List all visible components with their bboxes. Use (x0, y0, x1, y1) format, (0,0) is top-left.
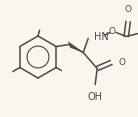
Text: OH: OH (88, 91, 103, 102)
Polygon shape (68, 42, 83, 53)
Text: O: O (109, 27, 116, 36)
Text: O: O (125, 5, 132, 15)
Text: HN: HN (94, 31, 109, 42)
Text: O: O (118, 58, 125, 67)
